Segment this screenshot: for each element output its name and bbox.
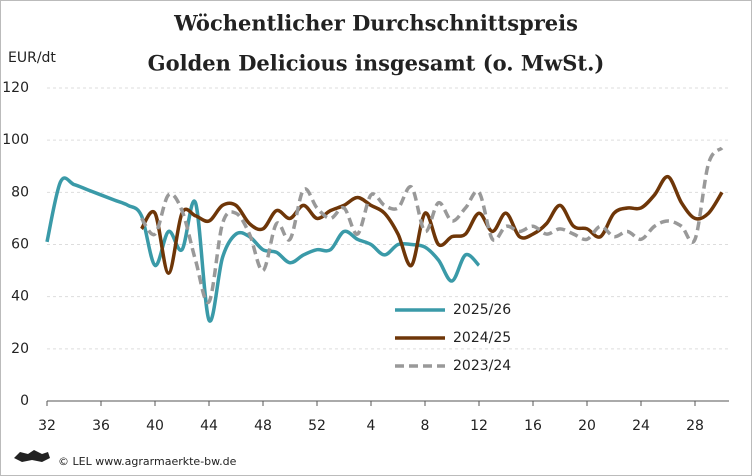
legend-label: 2024/25 [453, 330, 511, 346]
x-tick-label: 32 [38, 418, 56, 434]
y-tick-label: 120 [2, 80, 29, 96]
line-series [140, 146, 724, 305]
x-tick-label: 24 [632, 418, 650, 434]
legend-label: 2025/26 [453, 302, 511, 318]
x-tick-label: 44 [200, 418, 218, 434]
line-series [140, 174, 724, 275]
chart-title: Wöchentlicher Durchschnittspreis [173, 11, 578, 36]
footer: © LEL www.agrarmaerkte-bw.de [58, 455, 237, 468]
y-tick-label: 40 [11, 289, 29, 305]
x-tick-label: 12 [470, 418, 488, 434]
x-tick-label: 36 [92, 418, 110, 434]
chart-subtitle: Golden Delicious insgesamt (o. MwSt.) [148, 51, 605, 76]
legend-label: 2023/24 [453, 358, 511, 374]
x-tick-label: 48 [254, 418, 272, 434]
x-tick-label: 20 [578, 418, 596, 434]
y-tick-label: 80 [11, 184, 29, 200]
y-tick-label: 0 [20, 393, 29, 409]
logo [14, 450, 50, 462]
x-tick-label: 16 [524, 418, 542, 434]
y-tick-label: 20 [11, 341, 29, 357]
x-tick-label: 8 [421, 418, 430, 434]
line-series [45, 176, 481, 323]
y-axis-label: EUR/dt [8, 50, 56, 66]
y-tick-label: 60 [11, 237, 29, 253]
y-tick-label: 100 [2, 132, 29, 148]
x-tick-label: 40 [146, 418, 164, 434]
x-tick-label: 28 [686, 418, 704, 434]
x-tick-label: 4 [367, 418, 376, 434]
x-tick-label: 52 [308, 418, 326, 434]
